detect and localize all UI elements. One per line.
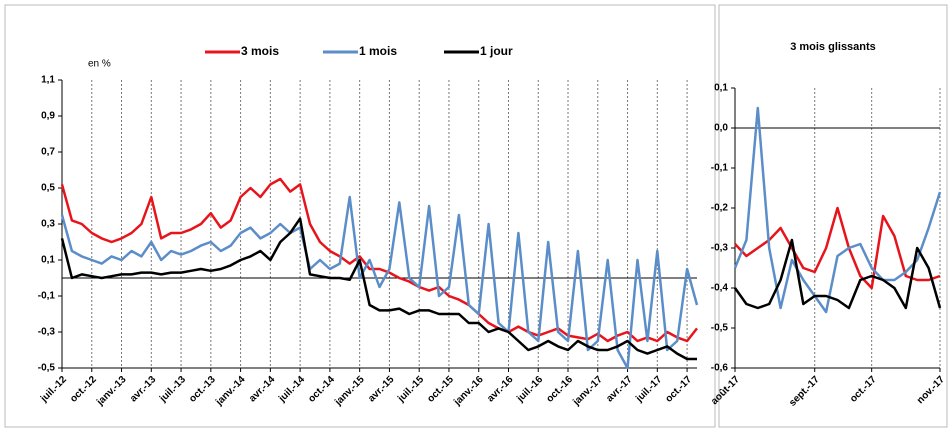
y-tick-label: 0,9 [41,111,55,122]
y-tick-label: -0,3 [38,327,56,338]
x-tick-label: juil.-12 [38,374,69,405]
x-tick-label: avr.-14 [247,374,277,404]
y-tick-label: -0,1 [38,291,56,302]
y-tick-label: 1,1 [41,75,55,86]
y-tick-label: 0,7 [41,147,55,158]
legend-label: 3 mois [241,44,279,58]
y-tick-label: 0,5 [41,183,55,194]
y-tick-label: 0,1 [41,255,55,266]
y-axis-label: en % [88,59,111,70]
y-tick-label: -0,1 [711,163,729,174]
x-tick-label: janv.-17 [570,374,605,409]
panel-frame [718,4,948,428]
x-tick-label: juil.-15 [395,374,426,405]
x-tick-label: juil.-17 [633,374,664,405]
series-line [60,217,697,361]
y-tick-label: -0,5 [38,363,56,374]
x-tick-label: juil.-13 [157,374,188,405]
legend-label: 1 mois [359,44,397,58]
x-tick-label: janv.-16 [451,374,486,409]
panel-frame [4,4,716,428]
x-tick-label: avr.-15 [366,374,396,404]
y-tick-label: -0,6 [711,363,729,374]
x-tick-label: oct.-17 [848,374,879,405]
y-tick-label: -0,4 [711,283,729,294]
series-line [60,177,698,343]
x-tick-label: sept.-17 [787,374,822,409]
x-tick-label: juil.-16 [514,374,545,405]
series-line [733,106,942,314]
x-tick-label: nov.-17 [915,374,947,406]
chart-title: 3 mois glissants [790,41,876,53]
x-tick-label: janv.-15 [332,374,367,409]
x-tick-label: oct.-17 [663,374,694,405]
series-line [733,238,942,310]
x-tick-label: juil.-14 [276,374,307,405]
y-tick-label: 0,0 [714,123,728,134]
x-tick-label: août-17 [709,374,742,407]
x-tick-label: avr.-16 [485,374,515,404]
y-tick-label: -0,2 [711,203,729,214]
y-tick-label: -0,5 [711,323,729,334]
x-tick-label: avr.-13 [128,374,158,404]
x-tick-label: janv.-14 [213,374,248,409]
y-tick-label: 0,1 [714,83,728,94]
legend-label: 1 jour [480,44,513,58]
x-tick-label: avr.-17 [604,374,634,404]
x-tick-label: janv.-13 [94,374,129,409]
y-tick-label: 0,3 [41,219,55,230]
y-tick-label: -0,3 [711,243,729,254]
